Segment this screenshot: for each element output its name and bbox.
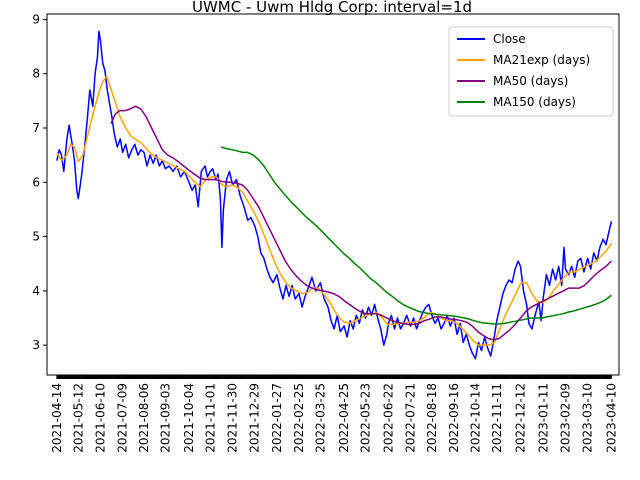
x-tick-label-3: 2021-07-09 bbox=[116, 383, 130, 453]
x-tick-label-19: 2022-10-14 bbox=[468, 383, 482, 453]
x-tick-label-13: 2022-04-25 bbox=[337, 383, 351, 453]
y-tick-label-0: 3 bbox=[32, 338, 40, 352]
chart-title: UWMC - Uwm Hldg Corp: interval=1d bbox=[192, 0, 472, 16]
x-tick-label-20: 2022-11-11 bbox=[490, 383, 504, 453]
x-tick-label-24: 2023-03-10 bbox=[581, 383, 595, 453]
x-tick-label-2: 2021-06-10 bbox=[93, 383, 107, 453]
series-line-2 bbox=[110, 105, 612, 341]
y-tick-label-1: 4 bbox=[32, 284, 40, 298]
x-tick-label-14: 2022-05-23 bbox=[358, 383, 372, 453]
x-tick-label-5: 2021-09-03 bbox=[158, 383, 172, 453]
x-tick-label-10: 2022-01-27 bbox=[270, 383, 284, 453]
x-tick-label-6: 2021-10-04 bbox=[182, 383, 196, 453]
legend-box bbox=[448, 26, 614, 117]
x-tick-label-22: 2023-01-11 bbox=[536, 383, 550, 453]
x-tick-label-23: 2023-02-09 bbox=[559, 383, 573, 453]
x-tick-label-18: 2022-09-16 bbox=[447, 383, 461, 453]
x-tick-label-11: 2022-02-25 bbox=[292, 383, 306, 453]
y-tick-label-4: 7 bbox=[32, 121, 40, 135]
legend-label-3: MA150 (days) bbox=[493, 95, 576, 109]
series-line-3 bbox=[220, 146, 612, 325]
x-tick-label-7: 2021-11-01 bbox=[203, 383, 217, 453]
legend-label-2: MA50 (days) bbox=[493, 74, 568, 88]
series-line-1 bbox=[56, 75, 613, 346]
legend: Close MA21exp (days) MA50 (days) MA150 (day… bbox=[448, 26, 614, 117]
series-line-0 bbox=[56, 30, 613, 360]
legend-label-1: MA21exp (days) bbox=[493, 53, 590, 67]
legend-label-0: Close bbox=[493, 32, 526, 46]
x-axis: 2021-04-14 2021-05-12 2021-06-10 2021-07-09… bbox=[50, 375, 618, 453]
x-tick-label-21: 2022-12-12 bbox=[513, 383, 527, 453]
x-tick-label-8: 2021-11-30 bbox=[226, 383, 240, 453]
x-tick-label-4: 2021-08-06 bbox=[137, 383, 151, 453]
x-tick-label-16: 2022-07-21 bbox=[404, 383, 418, 453]
y-tick-label-2: 5 bbox=[32, 230, 40, 244]
x-tick-label-15: 2022-06-22 bbox=[381, 383, 395, 453]
y-axis: 3 4 5 6 7 8 9 bbox=[32, 12, 47, 352]
x-tick-label-12: 2022-03-25 bbox=[313, 383, 327, 453]
x-tick-label-0: 2021-04-14 bbox=[50, 383, 64, 453]
y-tick-label-5: 8 bbox=[32, 67, 40, 81]
y-tick-label-3: 6 bbox=[32, 175, 40, 189]
y-tick-label-6: 9 bbox=[32, 12, 40, 26]
x-tick-label-25: 2023-04-10 bbox=[604, 383, 618, 453]
plot-lines bbox=[56, 30, 613, 360]
x-tick-label-1: 2021-05-12 bbox=[71, 383, 85, 453]
x-tick-label-17: 2022-08-18 bbox=[425, 383, 439, 453]
x-tick-label-9: 2021-12-29 bbox=[248, 383, 262, 453]
